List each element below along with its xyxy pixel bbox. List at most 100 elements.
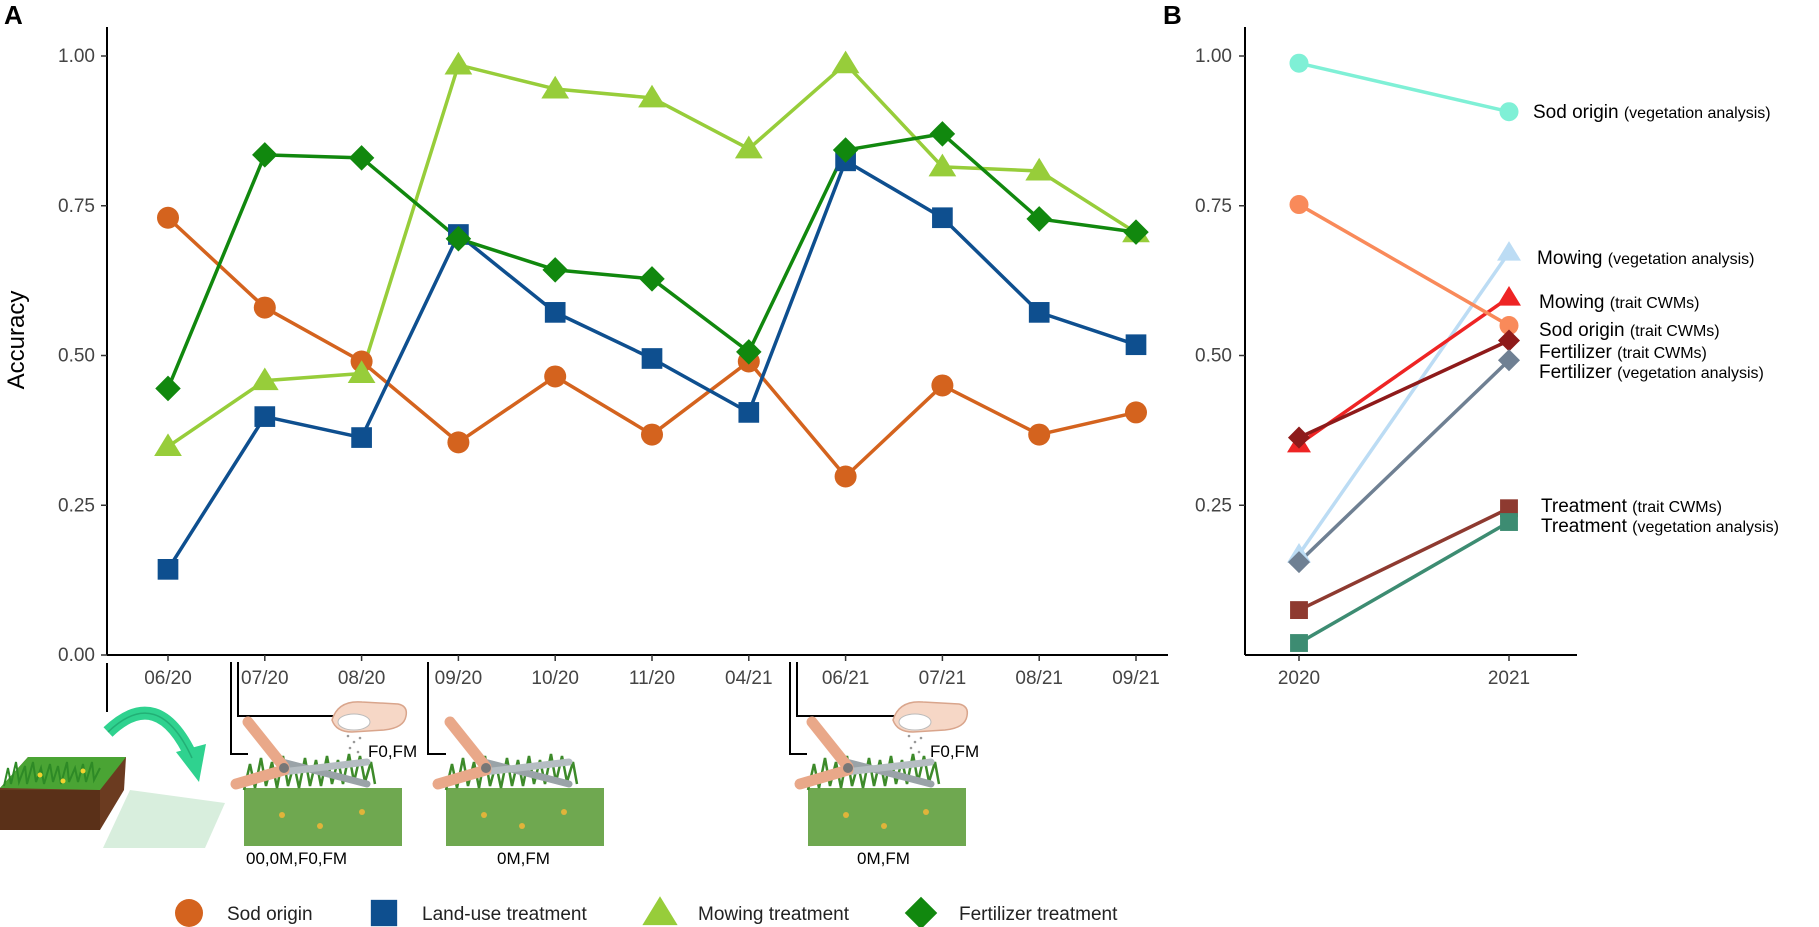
legend-key-square xyxy=(370,899,398,927)
x-tick-label: 06/20 xyxy=(144,668,192,689)
data-point-triangle xyxy=(1497,285,1521,306)
x-tick-label: 06/21 xyxy=(822,668,870,689)
data-point-circle xyxy=(931,374,954,397)
series-end-label: Fertilizer (vegetation analysis) xyxy=(1539,362,1764,383)
data-point-diamond xyxy=(1287,426,1311,449)
data-point-diamond xyxy=(252,142,278,168)
data-point-triangle xyxy=(541,75,570,99)
series-line xyxy=(1297,359,1511,564)
data-point-triangle xyxy=(831,50,860,74)
data-point-diamond xyxy=(736,339,762,365)
series-line xyxy=(1298,203,1510,328)
y-tick-label: 0.75 xyxy=(1195,196,1232,217)
x-tick-label: 09/21 xyxy=(1112,668,1160,689)
data-point-circle xyxy=(544,365,567,388)
legend-label: Sod origin xyxy=(227,904,313,925)
x-tick-label: 08/20 xyxy=(338,668,386,689)
series-end-label: Sod origin (vegetation analysis) xyxy=(1533,102,1771,123)
data-point-square xyxy=(932,207,953,229)
legend-label: Land-use treatment xyxy=(422,904,587,925)
data-point-circle xyxy=(1289,195,1309,215)
x-tick-label: 2021 xyxy=(1488,668,1530,689)
series-end-label: Fertilizer (trait CWMs) xyxy=(1539,342,1707,363)
x-tick-label: 08/21 xyxy=(1015,668,1063,689)
fertilizer-hand-icon xyxy=(892,701,969,754)
panel-b-chart: 0.25 0.50 0.75 1.00 2020 2021 Sod origin (ve… xyxy=(1195,27,1779,689)
data-point-diamond xyxy=(929,121,956,147)
data-point-circle xyxy=(1499,102,1519,122)
x-tick-label: 07/21 xyxy=(919,668,967,689)
grass-plot-illustration xyxy=(444,753,604,846)
data-point-circle xyxy=(1028,423,1051,446)
legend-label: Mowing treatment xyxy=(698,904,850,925)
data-point-diamond xyxy=(1497,349,1521,372)
data-point-diamond xyxy=(639,266,665,292)
data-point-diamond xyxy=(1497,329,1521,352)
data-point-circle xyxy=(641,423,663,446)
data-point-triangle xyxy=(1497,241,1521,261)
data-point-diamond xyxy=(832,137,859,163)
legend-key-diamond xyxy=(904,896,938,927)
series-line xyxy=(1298,520,1510,645)
event-bracket xyxy=(237,662,340,717)
y-tick-label: 1.00 xyxy=(1195,46,1232,67)
series-end-label: Mowing (vegetation analysis) xyxy=(1537,248,1755,269)
series-line-mowing-treatment xyxy=(167,62,1137,448)
panel-letter-a: A xyxy=(4,0,23,30)
legend-key-circle xyxy=(175,899,203,927)
series-line xyxy=(1298,338,1510,440)
data-point-circle xyxy=(157,206,179,229)
data-point-triangle xyxy=(928,153,957,177)
series-line xyxy=(1298,506,1510,612)
data-point-diamond xyxy=(1287,551,1311,574)
data-point-diamond xyxy=(1123,219,1149,245)
y-tick-label: 0.25 xyxy=(1195,495,1232,516)
transplant-arrow-icon xyxy=(103,706,206,782)
legend-label: Fertilizer treatment xyxy=(959,904,1118,925)
event-label: F0,FM xyxy=(930,742,979,761)
series-end-label: Sod origin (trait CWMs) xyxy=(1539,320,1720,341)
x-tick-label: 11/20 xyxy=(629,668,675,689)
y-tick-label: 0.25 xyxy=(58,495,95,516)
event-bracket xyxy=(796,662,897,717)
event-bracket xyxy=(789,662,807,755)
data-point-diamond xyxy=(348,145,375,171)
shears-icon xyxy=(432,716,573,790)
data-point-diamond xyxy=(542,257,568,283)
shears-icon xyxy=(230,716,371,790)
fertilizer-hand-icon xyxy=(331,701,408,754)
management-timeline: 00,0M,F0,FM F0,FM 0M,FM 0M,FM F0,FM xyxy=(0,662,979,868)
legend: Sod origin Land-use treatment Mowing treat… xyxy=(175,896,1118,927)
series-end-label: Treatment (vegetation analysis) xyxy=(1541,516,1779,537)
y-tick-label: 0.75 xyxy=(58,196,95,217)
data-point-square xyxy=(641,348,663,369)
event-bracket xyxy=(427,662,446,755)
shears-icon xyxy=(794,716,935,790)
data-point-diamond xyxy=(155,375,181,402)
data-point-triangle xyxy=(444,51,473,75)
x-tick-label: 07/20 xyxy=(241,668,289,689)
y-tick-label: 1.00 xyxy=(58,46,95,67)
data-point-square xyxy=(1290,634,1308,652)
data-point-circle xyxy=(1125,401,1147,424)
data-point-triangle xyxy=(154,433,182,457)
sod-block-illustration xyxy=(0,757,126,830)
y-tick-label: 0.50 xyxy=(1195,346,1232,367)
data-point-square xyxy=(738,402,760,423)
x-tick-label: 10/20 xyxy=(531,668,579,689)
panel-a-chart: Accuracy 0.00 0.25 0.50 0.75 1.00 06/20 07/20… xyxy=(3,27,1168,689)
data-point-triangle xyxy=(638,84,666,108)
panel-a-y-axis-label: Accuracy xyxy=(3,291,30,390)
x-tick-label: 04/21 xyxy=(725,668,773,689)
data-point-square xyxy=(1125,334,1147,356)
data-point-square xyxy=(1028,302,1050,323)
data-point-triangle xyxy=(1025,157,1054,181)
data-point-circle xyxy=(447,431,470,454)
series-line xyxy=(1297,251,1511,556)
series-line xyxy=(1298,61,1510,114)
event-label: 00,0M,F0,FM xyxy=(246,849,347,868)
data-point-triangle xyxy=(734,135,763,159)
y-tick-label: 0.50 xyxy=(58,346,95,367)
event-label: 0M,FM xyxy=(497,849,550,868)
